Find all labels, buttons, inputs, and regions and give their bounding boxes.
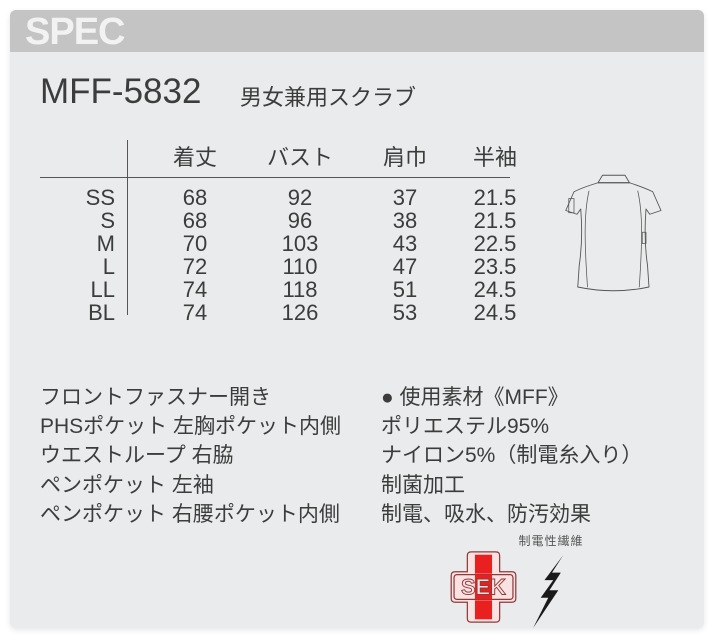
svg-text:SEK: SEK [461,575,506,600]
